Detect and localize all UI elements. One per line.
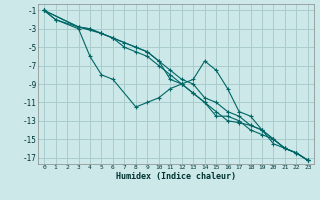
- X-axis label: Humidex (Indice chaleur): Humidex (Indice chaleur): [116, 172, 236, 181]
